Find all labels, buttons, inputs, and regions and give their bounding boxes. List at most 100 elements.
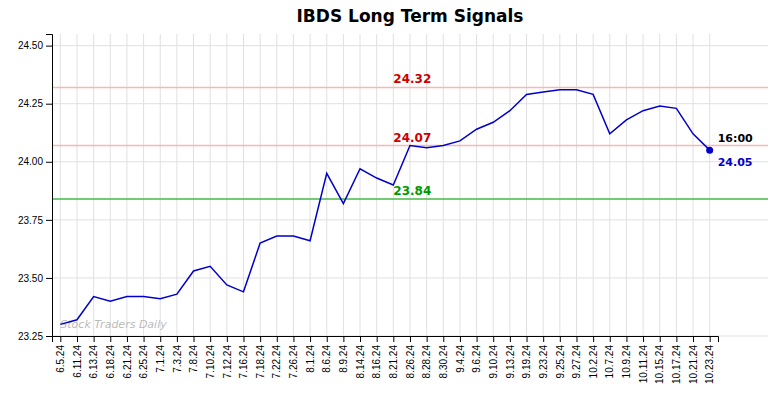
x-tick-label: 9.19.24 — [521, 345, 532, 379]
title: IBDS Long Term Signals — [297, 6, 524, 26]
x-tick: 9.6.24 — [471, 336, 482, 373]
y-axis-line — [46, 35, 53, 337]
y-tick: 23.50 — [18, 273, 52, 284]
x-tick: 8.26.24 — [405, 336, 416, 378]
x-tick-label: 6.5.24 — [55, 345, 66, 373]
x-tick-label: 7.12.24 — [222, 345, 233, 379]
x-tick: 8.28.24 — [421, 336, 432, 378]
x-tick-mark — [643, 336, 644, 342]
x-tick: 7.8.24 — [188, 336, 199, 373]
x-tick: 10.2.24 — [588, 336, 599, 378]
x-tick-label: 9.23.24 — [538, 345, 549, 379]
x-tick-mark — [293, 336, 294, 342]
x-tick-label: 9.25.24 — [555, 345, 566, 379]
plot: Stock Traders Daily23.2523.5023.7524.002… — [18, 34, 768, 384]
grid-line-x — [593, 34, 594, 336]
y-tick: 23.25 — [18, 331, 52, 342]
grid-line-x — [260, 34, 261, 336]
x-tick-mark — [560, 336, 561, 342]
x-tick: 6.5.24 — [55, 336, 66, 373]
x-tick: 6.18.24 — [105, 336, 116, 378]
x-tick: 6.21.24 — [122, 336, 133, 378]
grid-line-x — [676, 34, 677, 336]
x-tick-mark — [227, 336, 228, 342]
x-tick-mark — [693, 336, 694, 342]
x-tick: 6.13.24 — [88, 336, 99, 378]
grid-line-x — [226, 34, 227, 336]
grid-line-x — [526, 34, 527, 336]
x-tick: 8.14.24 — [355, 336, 366, 378]
x-tick-mark — [510, 336, 511, 342]
grid-line-x — [459, 34, 460, 336]
x-tick: 8.30.24 — [438, 336, 449, 378]
x-axis: 6.5.246.11.246.13.246.18.246.21.246.25.2… — [53, 336, 719, 384]
price-line — [60, 90, 709, 325]
chart: Stock Traders Daily23.2523.5023.7524.002… — [0, 0, 784, 398]
grid-line-x — [609, 34, 610, 336]
x-tick-mark — [443, 336, 444, 342]
grid-line-x — [693, 34, 694, 336]
x-tick-mark — [60, 336, 61, 342]
y-axis: 23.2523.5023.7524.0024.2524.50 — [18, 35, 53, 342]
x-tick-label: 7.10.24 — [205, 345, 216, 379]
x-tick: 9.10.24 — [488, 336, 499, 378]
x-tick-label: 7.18.24 — [255, 345, 266, 379]
grid-line-x — [626, 34, 627, 336]
y-tick-label: 23.75 — [18, 215, 43, 226]
x-tick: 7.22.24 — [271, 336, 282, 378]
last-time-label: 16:00 — [718, 132, 753, 145]
reference-line — [52, 198, 768, 200]
x-tick-mark — [460, 336, 461, 342]
x-tick-mark — [77, 336, 78, 342]
x-tick-label: 10.11.24 — [638, 345, 649, 384]
grid-line-x — [210, 34, 211, 336]
x-tick: 10.15.24 — [654, 336, 665, 384]
grid-line-x — [360, 34, 361, 336]
y-tick-label: 23.25 — [18, 331, 43, 342]
grid-line-x — [76, 34, 77, 336]
y-tick-mark — [46, 162, 52, 163]
x-tick-mark — [177, 336, 178, 342]
x-tick: 10.11.24 — [638, 336, 649, 383]
x-tick: 9.19.24 — [521, 336, 532, 378]
grid-line-x — [376, 34, 377, 336]
x-tick-mark — [427, 336, 428, 342]
grid-line-x — [193, 34, 194, 336]
x-tick-mark — [543, 336, 544, 342]
x-tick-mark — [210, 336, 211, 342]
x-tick-label: 8.16.24 — [371, 345, 382, 379]
x-tick-label: 10.23.24 — [704, 345, 715, 384]
x-tick-mark — [310, 336, 311, 342]
grid-line-x — [343, 34, 344, 336]
y-tick: 24.25 — [18, 98, 52, 109]
x-tick-mark — [127, 336, 128, 342]
x-tick-mark — [576, 336, 577, 342]
x-tick: 10.21.24 — [688, 336, 699, 384]
grid-line-x — [60, 34, 61, 336]
grid-line-x — [176, 34, 177, 336]
x-tick-label: 9.4.24 — [455, 345, 466, 373]
grid-line-x — [276, 34, 277, 336]
x-tick-label: 6.18.24 — [105, 345, 116, 379]
x-tick-mark — [160, 336, 161, 342]
y-tick-mark — [46, 336, 52, 337]
x-tick: 7.26.24 — [288, 336, 299, 378]
x-tick-mark — [710, 336, 711, 342]
x-tick: 8.9.24 — [338, 336, 349, 373]
grid-line-x — [160, 34, 161, 336]
x-tick-mark — [527, 336, 528, 342]
y-tick-label: 24.50 — [18, 40, 43, 51]
x-tick-mark — [593, 336, 594, 342]
x-tick-label: 8.14.24 — [355, 345, 366, 379]
x-tick: 9.4.24 — [455, 336, 466, 373]
grid-line-x — [110, 34, 111, 336]
grid — [52, 34, 768, 336]
x-tick: 7.16.24 — [238, 336, 249, 378]
grid-line-x — [476, 34, 477, 336]
x-tick: 10.23.24 — [704, 336, 715, 384]
x-tick-label: 10.2.24 — [588, 345, 599, 379]
x-tick-label: 6.11.24 — [72, 345, 83, 378]
x-tick-mark — [110, 336, 111, 342]
x-tick-label: 8.28.24 — [421, 345, 432, 379]
reference-label: 24.07 — [393, 131, 431, 145]
